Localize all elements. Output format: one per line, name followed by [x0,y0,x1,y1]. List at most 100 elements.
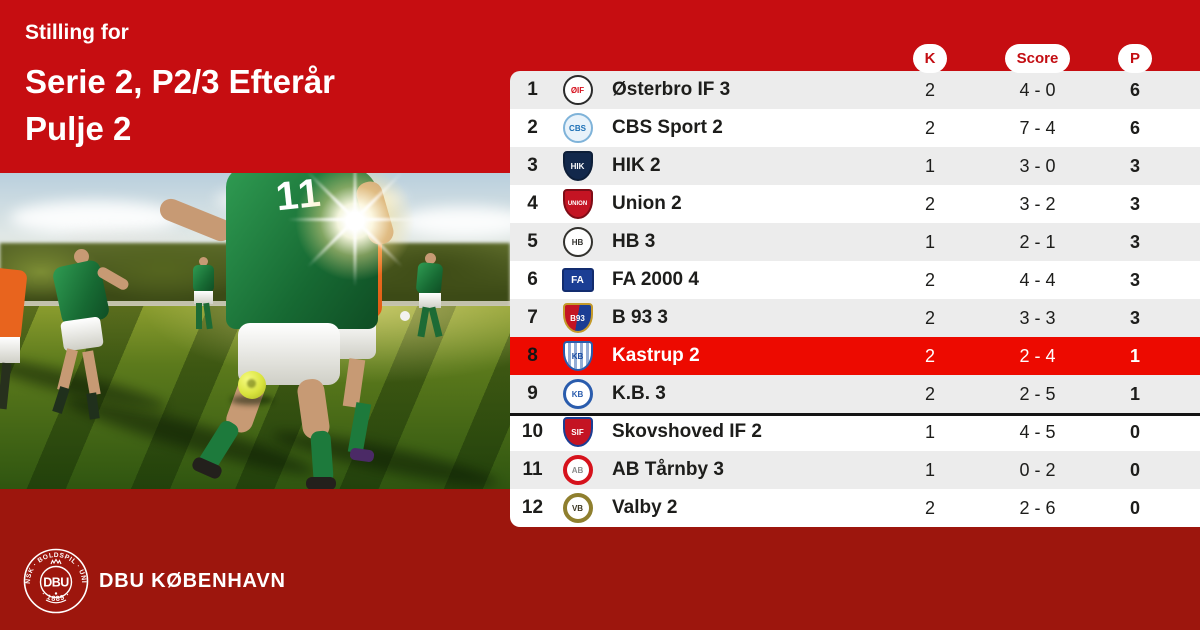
title-line-1: Serie 2, P2/3 Efterår [25,63,336,100]
table-row: 9 KB K.B. 3 2 2 - 5 1 [510,375,1200,413]
matches-played: 1 [924,421,935,442]
matches-played: 2 [924,117,935,138]
matches-played: 2 [924,307,935,328]
standings-table: K Score P 1 ØIF Østerbro IF 3 2 4 - 0 6 … [510,44,1200,527]
team-logo-text: CBS [569,123,586,133]
player-figure [196,303,202,329]
table-row: 4 UNION Union 2 2 3 - 2 3 [510,185,1200,223]
team-logo-text: KB [571,389,584,399]
points: 0 [1129,497,1140,518]
team-logo: ØIF [562,75,593,105]
team-name: CBS Sport 2 [612,117,723,138]
table-row: 10 SIF Skovshoved IF 2 1 4 - 5 0 [510,413,1200,451]
column-header-score: Score [1004,44,1071,73]
team-name: Valby 2 [612,497,678,518]
player-figure [60,316,104,352]
team-logo: AB [562,455,593,485]
player-figure [0,337,20,363]
table-row: 3 HIK HIK 2 1 3 - 0 3 [510,147,1200,185]
score: 0 - 2 [1019,459,1056,480]
position: 11 [522,459,543,480]
match-photo: 11 [0,173,510,489]
position: 4 [527,193,538,214]
crest-ornament [54,592,58,595]
team-name: Østerbro IF 3 [612,79,731,100]
score: 3 - 2 [1019,193,1056,214]
column-header-points: P [1117,44,1152,73]
team-name: AB Tårnby 3 [612,459,724,480]
position: 8 [527,345,538,366]
score: 2 - 6 [1019,497,1056,518]
matches-played: 2 [924,345,935,366]
table-row: 11 AB AB Tårnby 3 1 0 - 2 0 [510,451,1200,489]
score: 4 - 5 [1019,421,1056,442]
points: 0 [1129,421,1140,442]
team-logo: HIK [562,151,593,181]
points: 3 [1129,307,1140,328]
ball-shadow [230,395,274,405]
matches-played: 2 [924,497,935,518]
photo-cloud [400,207,510,237]
matches-played: 2 [924,269,935,290]
team-name: B 93 3 [612,307,668,328]
score: 2 - 1 [1019,231,1056,252]
table-row: 6 FA FA 2000 4 2 4 - 4 3 [510,261,1200,299]
team-logo: SIF [562,417,593,447]
dbu-crest-logo: DANSK · BOLDSPIL · UNION · 1889 · DBU [23,548,89,614]
team-logo: KB [562,379,593,409]
table-row: 2 CBS CBS Sport 2 2 7 - 4 6 [510,109,1200,147]
standings-rows: 1 ØIF Østerbro IF 3 2 4 - 0 6 2 CBS CBS … [510,71,1200,527]
score: 4 - 0 [1019,79,1056,100]
score: 3 - 3 [1019,307,1056,328]
points: 6 [1129,79,1140,100]
crest-wings [45,599,67,604]
column-header-matches: K [912,44,948,73]
table-row: 12 VB Valby 2 2 2 - 6 0 [510,489,1200,527]
team-name: K.B. 3 [612,383,666,404]
distant-ball [400,311,410,321]
score: 4 - 4 [1019,269,1056,290]
score: 7 - 4 [1019,117,1056,138]
eyebrow-label: Stilling for [25,21,129,44]
team-logo: CBS [562,113,593,143]
position: 12 [521,497,544,518]
position: 7 [527,307,538,328]
position: 10 [521,421,544,442]
points: 1 [1129,345,1140,366]
main-player-figure [306,477,336,489]
main-player-figure [310,430,334,484]
position: 5 [527,231,538,252]
team-logo-text: HIK [570,161,585,171]
matches-played: 1 [924,459,935,480]
position: 6 [527,269,538,290]
crest-crown [50,558,62,565]
table-row: 5 HB HB 3 1 2 - 1 3 [510,223,1200,261]
points: 3 [1129,269,1140,290]
team-logo: KB [562,341,593,371]
team-logo-text: SIF [571,427,584,437]
player-figure [194,291,213,304]
player-figure [199,257,208,266]
points: 3 [1129,155,1140,176]
position: 9 [527,383,538,404]
title-block: Stilling for Serie 2, P2/3 Efterår Pulje… [25,20,335,152]
matches-played: 1 [924,231,935,252]
player-figure [425,253,436,264]
player-figure [193,265,214,292]
score: 2 - 4 [1019,345,1056,366]
points: 1 [1129,383,1140,404]
position: 3 [527,155,538,176]
team-logo: VB [562,493,593,523]
points: 3 [1129,231,1140,252]
photo-cloud [10,201,180,235]
points: 6 [1129,117,1140,138]
team-logo-text: UNION [567,201,588,207]
points: 3 [1129,193,1140,214]
team-name: FA 2000 4 [612,269,699,290]
matches-played: 2 [924,193,935,214]
position: 2 [527,117,538,138]
matches-played: 2 [924,79,935,100]
team-logo-text: FA [571,274,584,286]
team-name: HB 3 [612,231,656,252]
